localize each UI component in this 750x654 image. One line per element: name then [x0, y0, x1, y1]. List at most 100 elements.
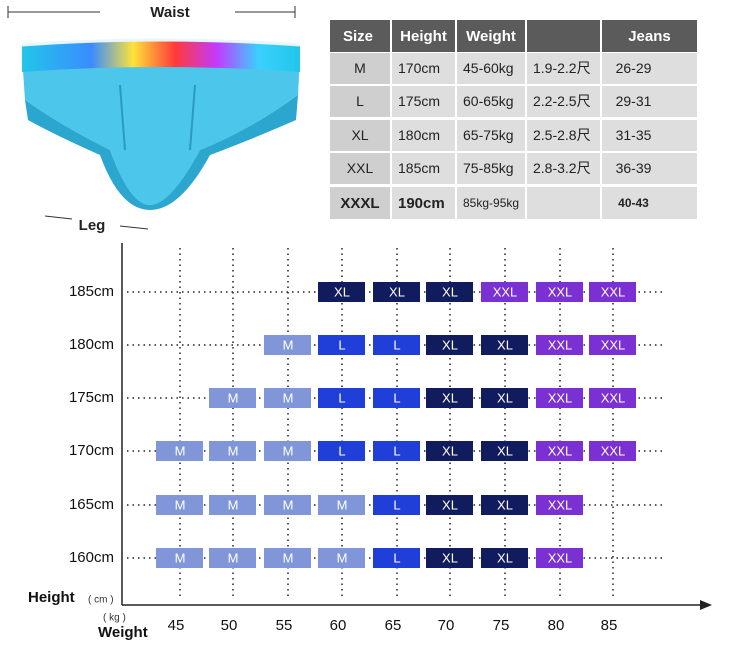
- size-table: Size Height Weight Jeans M 170cm 45-60kg 1.9-2.…: [330, 20, 697, 219]
- cell-text: 180cm: [398, 127, 440, 143]
- cell-text: L: [356, 93, 364, 109]
- size-label: L: [338, 337, 345, 352]
- size-cell: [426, 335, 473, 355]
- size-cell: [156, 548, 203, 568]
- cell-text: 75-85kg: [463, 160, 514, 176]
- size-label: XXL: [493, 284, 518, 299]
- leg-line: [44, 215, 73, 220]
- x-tick-label: 70: [438, 617, 455, 634]
- size-cell: [426, 441, 473, 461]
- y-tick-label: 185cm: [69, 283, 114, 300]
- size-cell: [589, 335, 636, 355]
- size-cell: [373, 441, 420, 461]
- size-cell: [481, 388, 528, 408]
- table-cell: [527, 187, 600, 219]
- size-label: M: [228, 443, 239, 458]
- size-cell: [264, 548, 311, 568]
- header-text: Size: [343, 28, 373, 45]
- table-cell: [602, 86, 697, 117]
- table-cell: [527, 153, 600, 184]
- cell-text: 29-31: [616, 93, 652, 109]
- y-tick-label: 175cm: [69, 389, 114, 406]
- size-cell: [481, 441, 528, 461]
- size-cell: [156, 495, 203, 515]
- size-cell: [426, 495, 473, 515]
- table-cell: [527, 86, 600, 117]
- table-cell: [330, 53, 390, 84]
- x-tick-label: 85: [601, 617, 618, 634]
- size-cell: [536, 548, 583, 568]
- size-cell: [481, 548, 528, 568]
- size-label: L: [393, 337, 400, 352]
- product-illustration: [21, 38, 301, 210]
- y-tick-label: 180cm: [69, 336, 114, 353]
- cell-text: 170cm: [398, 60, 440, 76]
- size-label: M: [228, 390, 239, 405]
- size-label: L: [393, 443, 400, 458]
- size-label: XXL: [601, 390, 626, 405]
- size-label: XL: [497, 443, 513, 458]
- x-axis-title: Weight: [98, 624, 148, 641]
- size-label: XXL: [548, 443, 573, 458]
- size-cell: [536, 495, 583, 515]
- size-cell: [318, 548, 365, 568]
- table-cell: [330, 86, 390, 117]
- size-cell: [373, 282, 420, 302]
- size-cell: [589, 282, 636, 302]
- size-label: XXL: [548, 337, 573, 352]
- x-tick-label: 60: [330, 617, 347, 634]
- size-cell: [536, 388, 583, 408]
- size-cell: [318, 388, 365, 408]
- size-label: M: [283, 497, 294, 512]
- size-label: XL: [389, 284, 405, 299]
- cell-text: 31-35: [616, 127, 652, 143]
- size-cell: [481, 282, 528, 302]
- leg-label: Leg: [79, 217, 106, 234]
- table-cell: [457, 153, 525, 184]
- size-label: XXL: [601, 337, 626, 352]
- size-label: M: [228, 550, 239, 565]
- size-label: M: [283, 337, 294, 352]
- size-label: XL: [497, 550, 513, 565]
- size-cell: [318, 335, 365, 355]
- size-label: M: [175, 443, 186, 458]
- table-cell: [602, 53, 697, 84]
- x-tick-label: 55: [276, 617, 293, 634]
- size-cell: [536, 282, 583, 302]
- size-label: L: [393, 390, 400, 405]
- table-cell: [457, 53, 525, 84]
- size-label: M: [283, 550, 294, 565]
- cell-text: 2.5-2.8尺: [533, 127, 591, 143]
- y-tick-label: 165cm: [69, 496, 114, 513]
- cell-text: 175cm: [398, 93, 440, 109]
- size-cell: [373, 548, 420, 568]
- size-cell: [264, 441, 311, 461]
- x-axis-unit: ( kg ): [103, 613, 126, 624]
- size-cell: [264, 335, 311, 355]
- y-axis-unit: ( cm ): [88, 595, 114, 606]
- size-cell: [209, 548, 256, 568]
- size-cell: [373, 495, 420, 515]
- cell-text: 1.9-2.2尺: [533, 60, 591, 76]
- size-cell: [209, 441, 256, 461]
- size-cell: [156, 441, 203, 461]
- table-cell: [457, 120, 525, 151]
- cell-text: 60-65kg: [463, 93, 514, 109]
- header-text: Height: [400, 28, 447, 45]
- table-cell: [392, 120, 455, 151]
- table-cell: [392, 86, 455, 117]
- table-cell: [527, 53, 600, 84]
- size-cell: [536, 441, 583, 461]
- cell-text: XXL: [347, 160, 374, 176]
- size-cell: [426, 548, 473, 568]
- size-label: XL: [442, 390, 458, 405]
- size-label: XL: [442, 337, 458, 352]
- header-cell: [457, 20, 525, 52]
- x-tick-label: 80: [548, 617, 565, 634]
- cell-text: 185cm: [398, 160, 440, 176]
- size-label: M: [283, 390, 294, 405]
- size-label: M: [337, 497, 348, 512]
- size-cell: [426, 388, 473, 408]
- cell-text: 36-39: [616, 160, 652, 176]
- table-cell: [392, 187, 455, 219]
